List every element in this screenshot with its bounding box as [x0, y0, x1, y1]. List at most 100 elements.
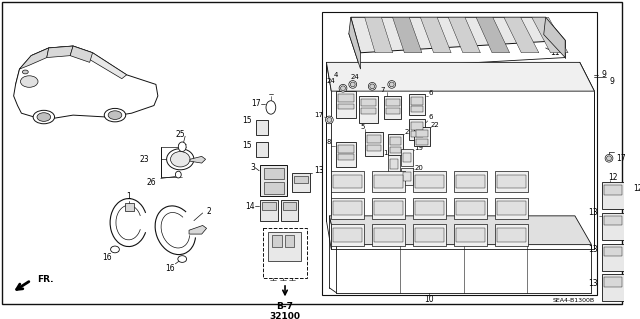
Bar [374, 174, 403, 188]
Bar [604, 277, 621, 287]
Bar [401, 149, 413, 166]
Bar [367, 145, 381, 151]
Text: 20: 20 [414, 165, 423, 171]
Bar [292, 173, 310, 192]
Ellipse shape [22, 70, 28, 74]
Text: 10: 10 [424, 295, 433, 304]
Bar [321, 11, 597, 294]
Circle shape [327, 117, 332, 122]
Text: 26: 26 [147, 178, 156, 187]
Text: 17: 17 [252, 99, 261, 108]
Bar [412, 97, 423, 105]
Bar [416, 130, 428, 137]
Text: 15: 15 [242, 116, 252, 125]
Bar [412, 122, 423, 130]
Bar [602, 182, 623, 209]
Bar [374, 202, 403, 215]
Bar [372, 225, 405, 246]
Bar [456, 202, 485, 215]
Bar [262, 203, 276, 210]
Bar [367, 135, 381, 143]
Bar [497, 228, 526, 242]
Bar [372, 171, 405, 192]
Polygon shape [13, 46, 158, 120]
Bar [413, 171, 446, 192]
Circle shape [350, 82, 355, 87]
Bar [374, 228, 403, 242]
Text: 6: 6 [429, 114, 433, 120]
Text: 2: 2 [207, 207, 211, 216]
Text: 22: 22 [431, 122, 440, 128]
Bar [413, 225, 446, 246]
Bar [604, 185, 621, 195]
Text: FR.: FR. [37, 275, 54, 284]
Text: 11: 11 [550, 48, 560, 57]
Bar [388, 134, 403, 155]
Bar [365, 132, 383, 156]
Text: 19: 19 [414, 145, 423, 151]
Text: 24: 24 [350, 74, 359, 80]
Bar [390, 147, 401, 152]
Text: 16: 16 [164, 264, 174, 273]
Text: 13: 13 [589, 278, 598, 287]
Circle shape [349, 81, 356, 88]
Polygon shape [189, 226, 207, 234]
Circle shape [607, 156, 611, 161]
Bar [454, 225, 487, 246]
Polygon shape [190, 156, 205, 163]
Bar [454, 171, 487, 192]
Text: 16: 16 [102, 253, 112, 262]
Ellipse shape [111, 246, 120, 253]
Circle shape [388, 81, 396, 88]
Ellipse shape [266, 101, 276, 114]
Circle shape [370, 84, 374, 89]
Text: 12: 12 [634, 183, 640, 193]
Polygon shape [532, 17, 568, 53]
Polygon shape [392, 17, 422, 53]
Bar [280, 200, 298, 221]
Bar [294, 175, 308, 183]
Bar [125, 204, 134, 211]
Text: 15: 15 [242, 141, 252, 150]
Bar [454, 198, 487, 219]
Polygon shape [326, 62, 595, 91]
Text: 8: 8 [327, 139, 332, 145]
Circle shape [340, 86, 346, 91]
Bar [602, 274, 623, 301]
Text: 9: 9 [601, 70, 606, 79]
Bar [384, 96, 401, 119]
Bar [386, 99, 399, 107]
Text: 7: 7 [381, 87, 385, 93]
Bar [263, 228, 307, 278]
Bar [456, 174, 485, 188]
Bar [333, 202, 362, 215]
Bar [388, 155, 399, 173]
Circle shape [605, 154, 613, 162]
Ellipse shape [33, 110, 54, 124]
Polygon shape [47, 46, 73, 57]
Text: 32100: 32100 [269, 312, 301, 319]
Text: 17: 17 [616, 154, 625, 163]
Text: 21: 21 [404, 130, 413, 135]
Bar [602, 213, 623, 240]
Polygon shape [544, 17, 565, 57]
Bar [390, 159, 397, 169]
Polygon shape [70, 46, 93, 62]
Ellipse shape [37, 113, 51, 121]
Bar [403, 152, 412, 162]
Bar [386, 108, 399, 114]
Ellipse shape [170, 152, 190, 167]
Bar [338, 94, 354, 102]
Bar [260, 165, 287, 196]
Text: 13: 13 [589, 245, 598, 254]
Text: 17: 17 [314, 112, 323, 118]
Polygon shape [351, 17, 565, 53]
Bar [283, 203, 296, 210]
Bar [332, 225, 364, 246]
Text: 1: 1 [126, 192, 131, 201]
Text: 13: 13 [589, 209, 598, 218]
Text: 14: 14 [246, 202, 255, 211]
Bar [602, 244, 623, 271]
Bar [264, 182, 284, 194]
Bar [332, 198, 364, 219]
